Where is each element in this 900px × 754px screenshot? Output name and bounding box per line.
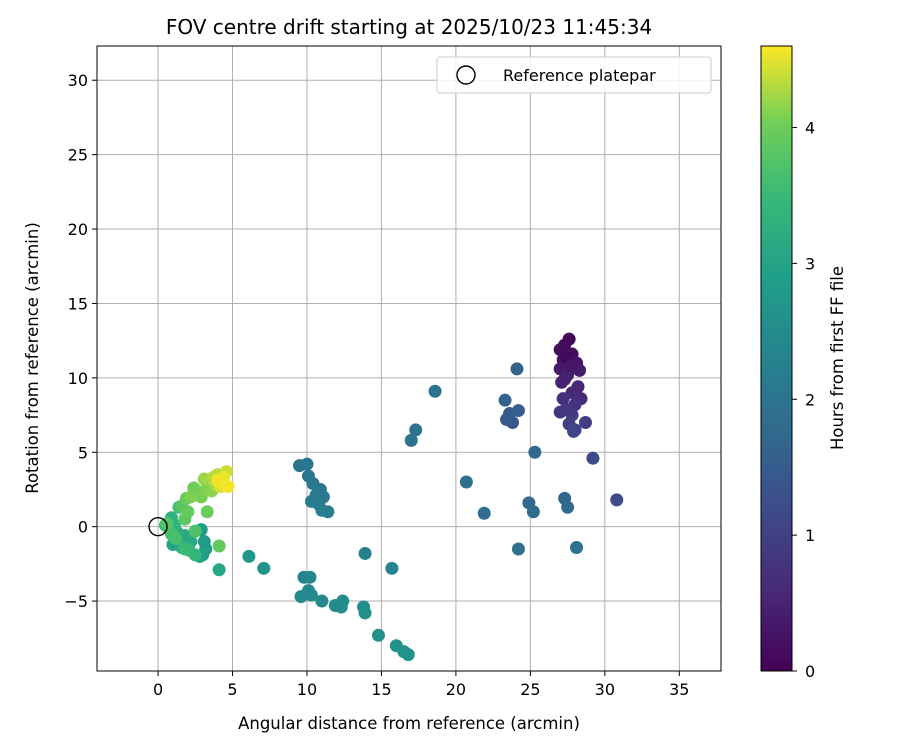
- data-point: [409, 423, 423, 437]
- data-point: [294, 590, 308, 604]
- colorbar-tick-label: 1: [805, 526, 815, 545]
- x-tick-label: 30: [595, 680, 615, 699]
- data-point: [358, 606, 372, 620]
- x-tick-label: 20: [446, 680, 466, 699]
- data-point: [303, 570, 317, 584]
- data-point: [164, 527, 178, 541]
- x-tick-label: 35: [669, 680, 689, 699]
- data-point: [212, 539, 226, 553]
- data-point: [511, 404, 525, 418]
- legend-box: [436, 56, 712, 94]
- data-point: [200, 505, 214, 519]
- legend: Reference platepar: [436, 56, 712, 94]
- y-tick-label: 15: [68, 294, 88, 313]
- data-point: [586, 451, 600, 465]
- colorbar-tick-label: 0: [805, 662, 815, 681]
- data-point: [181, 505, 195, 519]
- x-axis-ticks: 0 5 10 15 20 25 30 35: [153, 671, 689, 699]
- data-point: [404, 433, 418, 447]
- y-tick-label: 25: [68, 146, 88, 165]
- colorbar-tick-label: 3: [805, 254, 815, 273]
- legend-reference-marker: [456, 65, 476, 85]
- data-point: [371, 628, 385, 642]
- colorbar-ticks: 0 1 2 3 4: [792, 119, 815, 681]
- data-point: [526, 505, 540, 519]
- data-point: [188, 524, 202, 538]
- data-point: [221, 479, 235, 493]
- data-point: [336, 594, 350, 608]
- colorbar-tick-label: 4: [805, 119, 815, 138]
- reference-marker-layer: [148, 516, 168, 537]
- data-point: [564, 359, 578, 373]
- y-tick-label: 0: [78, 518, 88, 537]
- data-point: [184, 490, 198, 504]
- y-tick-label: −5: [64, 592, 88, 611]
- data-point: [304, 588, 318, 602]
- data-point: [385, 561, 399, 575]
- data-point: [211, 474, 225, 488]
- data-point: [242, 549, 256, 563]
- data-point: [510, 362, 524, 376]
- data-point: [178, 542, 192, 556]
- x-tick-label: 25: [520, 680, 540, 699]
- x-tick-label: 10: [297, 680, 317, 699]
- y-tick-label: 10: [68, 369, 88, 388]
- data-point: [321, 505, 335, 519]
- y-tick-label: 5: [78, 443, 88, 462]
- data-point: [558, 372, 572, 386]
- data-point: [553, 405, 567, 419]
- y-axis-label: Rotation from reference (arcmin): [23, 222, 42, 494]
- data-point: [257, 561, 271, 575]
- data-point: [561, 500, 575, 514]
- data-point: [477, 506, 491, 520]
- data-point: [511, 542, 525, 556]
- x-tick-label: 5: [227, 680, 237, 699]
- plot-frame: [96, 45, 722, 672]
- y-tick-label: 20: [68, 220, 88, 239]
- data-point: [578, 415, 592, 429]
- x-tick-label: 0: [153, 680, 163, 699]
- data-point: [498, 393, 512, 407]
- data-points: [159, 332, 624, 662]
- y-tick-label: 30: [68, 71, 88, 90]
- legend-entry-reference-platepar: Reference platepar: [503, 66, 656, 85]
- data-point: [567, 424, 581, 438]
- colorbar-tick-label: 2: [805, 390, 815, 409]
- data-point: [570, 540, 584, 554]
- data-point: [358, 546, 372, 560]
- data-point: [556, 392, 570, 406]
- colorbar: 0 1 2 3 4 Hours from first FF file: [760, 45, 847, 681]
- reference-platepar-marker: [148, 516, 168, 537]
- x-axis-label: Angular distance from reference (arcmin): [238, 714, 580, 733]
- data-point: [428, 384, 442, 398]
- data-point: [315, 594, 329, 608]
- data-point: [212, 563, 226, 577]
- y-axis-ticks: −5 0 5 10 15 20 25 30: [64, 71, 97, 611]
- x-tick-label: 15: [371, 680, 391, 699]
- data-point: [528, 445, 542, 459]
- chart-title: FOV centre drift starting at 2025/10/23 …: [166, 15, 652, 39]
- colorbar-gradient: [760, 45, 793, 672]
- data-point: [459, 475, 473, 489]
- data-point: [300, 457, 314, 471]
- data-point: [610, 493, 624, 507]
- grid: [97, 46, 721, 671]
- colorbar-label: Hours from first FF file: [828, 266, 847, 450]
- data-point: [401, 648, 415, 662]
